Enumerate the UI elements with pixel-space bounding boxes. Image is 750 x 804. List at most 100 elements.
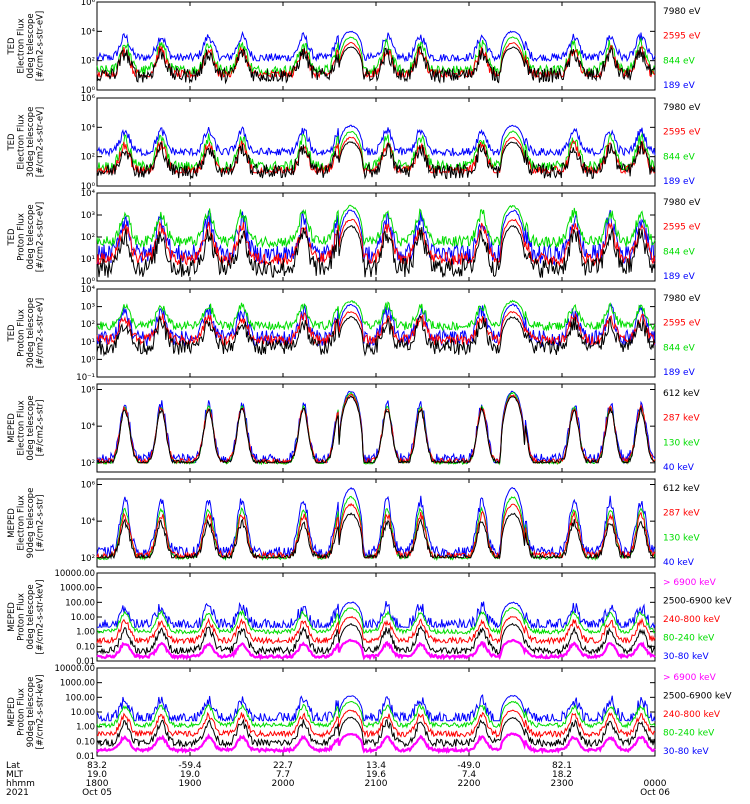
y-axis-label: MEPEDElectron Flux90deg telescope[#/cm2-… [7,488,46,559]
series-line [96,700,656,729]
y-tick-label: 1000.00 [60,679,95,689]
x-axis-row-label: Lat [6,761,21,771]
y-axis-label: TEDElectron Flux0deg telescope[#/cm2-s-s… [7,11,46,81]
y-tick-label: 10³ [81,211,95,221]
x-axis-value: Oct 06 [640,788,670,798]
x-axis-value: 1900 [179,779,202,789]
x-axis-value: 2200 [458,779,481,789]
y-tick-label: 10⁰ [81,182,96,192]
y-tick-label: 10⁴ [81,422,96,432]
series-line [96,694,656,723]
y-tick-label: 10⁴ [81,285,96,295]
x-axis-value: 18.2 [552,770,572,780]
y-axis-label-line: 30deg telescope [26,298,36,369]
series-line [96,124,656,158]
panel-ted-proton-30deg: 10⁻¹ 10⁰ 10¹ 10² 10³ 10⁴ TEDProton Flux30deg t… [7,285,701,383]
x-axis-value: -59.4 [178,761,202,771]
y-axis-label-line: 90deg telescope [26,488,36,559]
series-line [96,391,656,466]
y-axis-label-line: Electron Flux [17,114,27,169]
y-axis-label-line: 90deg telescope [26,677,36,748]
x-axis-value: Oct 05 [82,788,112,798]
y-tick-label: 10⁴ [81,123,96,133]
legend-entry: 287 keV [663,414,700,424]
series-line [96,204,656,249]
series-line [96,141,656,180]
y-tick-label: 10² [81,57,95,67]
y-tick-label: 10² [81,554,95,564]
panel-ted-electron-0deg: 10⁰ 10² 10⁴ 10⁶ TEDElectron Flux0deg telesco… [7,0,701,96]
series-line [96,30,656,63]
legend-entry: 40 keV [663,558,695,568]
y-axis-label-line: [#/cm2-s-str] [36,400,46,457]
series-line [96,218,656,268]
y-tick-label: 100.00 [65,693,95,703]
legend-entry: 612 keV [663,389,700,399]
y-tick-label: 10.00 [71,708,95,718]
x-axis-value: 13.4 [366,761,386,771]
legend-entry: 80-240 keV [663,729,715,739]
series-line [96,225,656,278]
y-axis-label-line: [#/cm2-s-str-eV] [36,107,46,177]
y-axis-label-line: TED [7,37,17,56]
x-axis-value: 1800 [86,779,109,789]
y-axis-label-line: Proton Flux [17,213,27,261]
y-tick-label: 0.01 [76,657,95,667]
y-tick-label: 10⁰ [81,355,96,365]
y-axis-label-line: Proton Flux [17,309,27,357]
series-line [96,41,656,79]
panel-ted-electron-30deg: 10⁰ 10² 10⁴ 10⁶ TEDElectron Flux30deg telesc… [7,94,701,192]
y-axis-label-line: 0deg telescope [26,395,36,460]
legend-entry: 189 eV [663,81,696,91]
legend-entry: 240-800 keV [663,710,721,720]
x-axis-value: 7.4 [462,770,477,780]
y-axis-label: MEPEDProton Flux0deg telescope[#/cm2-s-s… [7,580,46,655]
panel-mepeD-proton-0deg: 0.01 0.10 1.00 10.00 100.00 1000.00 10000.00 ME… [7,569,732,667]
y-tick-label: 1.00 [76,628,95,638]
x-axis-value: 7.7 [276,770,290,780]
y-axis-label-line: 30deg telescope [26,107,36,178]
y-tick-label: 10⁴ [81,517,96,527]
x-axis-row-label: 2021 [6,788,29,798]
legend-entry: 2595 eV [663,32,701,42]
y-axis-label-line: [#/cm2-s-str-eV] [36,202,46,272]
legend-entry: 40 keV [663,463,695,473]
legend-entry: 844 eV [663,56,696,66]
y-axis-label-line: Electron Flux [17,495,27,550]
y-tick-label: 10¹ [81,255,95,265]
series-line [96,606,656,636]
y-tick-label: 10⁶ [81,94,96,104]
series-line [96,209,656,267]
legend-entry: 7980 eV [663,103,701,113]
y-axis-label-line: [#/cm2-s-str-eV] [36,298,46,368]
y-tick-label: 1.00 [76,723,95,733]
series-line [96,390,656,465]
legend-entry: 612 keV [663,484,700,494]
y-axis-label-line: TED [7,324,17,343]
x-axis-row-label: MLT [6,770,24,780]
legend-entry: > 6900 keV [663,578,717,588]
y-tick-label: 100.00 [65,598,95,608]
legend-entry: 130 keV [663,438,700,448]
y-tick-label: 10² [81,153,95,163]
series-line [96,615,656,646]
y-tick-label: 10⁻¹ [76,373,95,383]
series-line [96,716,656,749]
series-line [96,314,656,357]
series-line [96,394,656,465]
legend-entry: 2595 eV [663,128,701,138]
panel-mepeD-proton-90deg: 0.01 0.10 1.00 10.00 100.00 1000.00 10000.00 ME… [7,664,732,762]
legend-entry: 7980 eV [663,294,701,304]
x-axis-value: 83.2 [87,761,107,771]
y-axis-label-line: [#/cm2-s-str] [36,495,46,552]
y-tick-label: 10⁰ [81,86,96,96]
series-line [96,638,656,661]
legend-entry: 80-240 keV [663,634,715,644]
x-axis-value: 22.7 [273,761,293,771]
y-tick-label: 10⁴ [81,189,96,199]
y-tick-label: 10⁰ [81,277,96,287]
x-axis-row-label: hhmm [6,779,35,789]
y-axis-label-line: [#/cm2-s-str-keV] [36,580,46,655]
y-tick-label: 10² [81,459,95,469]
